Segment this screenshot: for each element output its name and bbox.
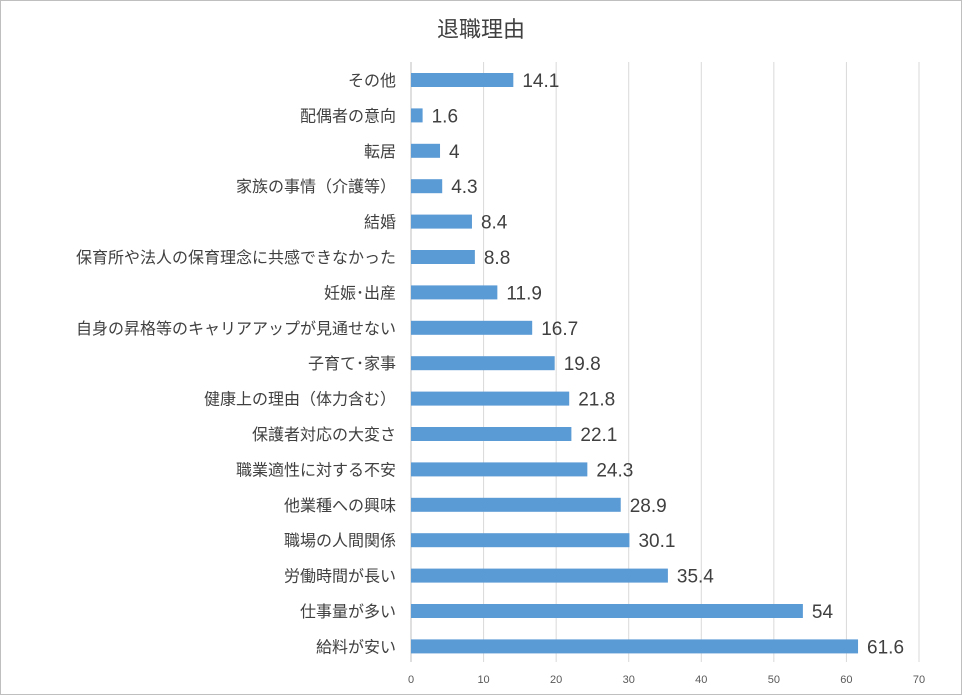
gridlines: [410, 62, 920, 662]
category-label: 健康上の理由（体力含む）: [204, 390, 396, 409]
value-label: 30.1: [638, 531, 675, 552]
value-label: 1.6: [432, 106, 458, 127]
value-label: 21.8: [578, 390, 615, 411]
bar: [411, 179, 443, 194]
bar: [411, 497, 621, 512]
bar: [411, 356, 555, 371]
category-label: 転居: [364, 142, 396, 161]
labels: 0 10 20 30 40 50 60 70 その他 14.1 配偶者の意向 1.6 転居 4 家族の事情（…: [76, 71, 925, 686]
bar: [411, 250, 475, 264]
bar: [411, 143, 441, 158]
bar: [411, 285, 498, 300]
x-tick-label: 40: [695, 674, 707, 686]
x-tick-label: 70: [913, 674, 925, 686]
category-label: 自身の昇格等のキャリアアップが見通せない: [76, 319, 396, 338]
x-tick-label: 20: [550, 674, 562, 686]
category-label: 他業種への興味: [284, 496, 396, 515]
bar: [411, 462, 588, 477]
category-label: 子育て･家事: [308, 354, 396, 373]
value-label: 35.4: [677, 567, 714, 588]
value-label: 61.6: [867, 637, 904, 658]
value-label: 4: [449, 142, 460, 163]
category-label: 労働時間が長い: [284, 567, 396, 586]
category-label: 職場の人間関係: [284, 531, 396, 550]
category-label: 配偶者の意向: [300, 106, 396, 125]
bars: [411, 73, 859, 654]
category-label: 保育所や法人の保育理念に共感できなかった: [76, 248, 396, 267]
value-label: 8.8: [484, 248, 510, 269]
value-label: 14.1: [522, 71, 559, 92]
category-label: 仕事量が多い: [300, 602, 396, 621]
value-label: 54: [812, 602, 834, 623]
chart-title: 退職理由: [436, 18, 525, 43]
category-label: 職業適性に対する不安: [236, 460, 396, 479]
value-label: 19.8: [564, 354, 601, 375]
value-label: 16.7: [541, 319, 578, 340]
bar: [411, 533, 630, 548]
value-label: 24.3: [596, 460, 633, 481]
bar: [411, 320, 533, 335]
value-label: 4.3: [451, 177, 477, 198]
x-tick-label: 30: [623, 674, 635, 686]
bar: [411, 604, 803, 618]
value-label: 8.4: [481, 213, 508, 234]
bar: [411, 639, 859, 654]
value-label: 22.1: [580, 425, 617, 446]
value-label: 28.9: [630, 496, 667, 517]
x-tick-label: 0: [408, 674, 414, 686]
category-label: 結婚: [364, 213, 396, 232]
category-label: 給料が安い: [316, 637, 396, 656]
bar: [411, 73, 514, 87]
x-tick-label: 10: [477, 674, 489, 686]
bar: [411, 427, 572, 441]
category-label: その他: [348, 71, 396, 90]
bar: [411, 108, 423, 123]
category-label: 家族の事情（介護等）: [236, 177, 396, 196]
value-label: 11.9: [506, 283, 542, 304]
x-tick-label: 50: [768, 674, 780, 686]
x-tick-label: 60: [840, 674, 852, 686]
bar: [411, 214, 472, 229]
bar: [411, 391, 570, 406]
category-label: 保護者対応の大変さ: [252, 425, 396, 444]
category-label: 妊娠･出産: [324, 283, 396, 302]
bar: [411, 568, 668, 583]
